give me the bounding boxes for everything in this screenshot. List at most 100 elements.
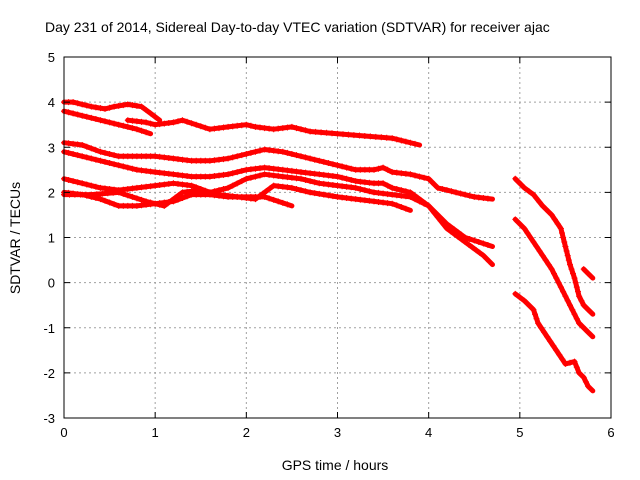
data-point bbox=[259, 190, 266, 197]
data-point bbox=[129, 165, 136, 172]
data-point bbox=[83, 154, 90, 161]
data-point bbox=[288, 174, 295, 181]
data-point bbox=[298, 153, 304, 160]
data-point bbox=[443, 225, 450, 232]
data-point bbox=[533, 195, 540, 202]
data-point bbox=[539, 252, 546, 259]
data-point bbox=[302, 177, 309, 183]
data-point bbox=[267, 185, 273, 192]
data-point bbox=[156, 201, 163, 208]
series-line bbox=[512, 291, 596, 394]
y-tick-label: -3 bbox=[43, 411, 55, 426]
data-point bbox=[111, 201, 118, 208]
data-point bbox=[79, 142, 86, 148]
data-point bbox=[175, 180, 181, 187]
data-point bbox=[238, 152, 245, 159]
data-point bbox=[252, 148, 259, 155]
series-trace-5 bbox=[61, 148, 495, 249]
data-point bbox=[252, 196, 259, 203]
data-point bbox=[293, 152, 300, 159]
data-point bbox=[293, 186, 300, 192]
data-point bbox=[206, 189, 213, 196]
data-point bbox=[220, 192, 227, 199]
series-trace-9 bbox=[512, 175, 596, 317]
data-point bbox=[367, 133, 374, 140]
data-point bbox=[234, 169, 241, 176]
data-point bbox=[156, 169, 163, 176]
data-point bbox=[562, 243, 569, 250]
series-line bbox=[61, 99, 163, 123]
data-point bbox=[65, 149, 72, 156]
data-point bbox=[562, 360, 569, 367]
data-point bbox=[582, 378, 589, 385]
data-point bbox=[124, 164, 131, 171]
data-point bbox=[484, 242, 491, 248]
data-point bbox=[334, 182, 341, 189]
data-point bbox=[88, 182, 95, 189]
data-point bbox=[516, 294, 523, 301]
data-point bbox=[329, 182, 336, 188]
data-point bbox=[147, 120, 154, 127]
data-point bbox=[571, 311, 578, 318]
data-point bbox=[143, 198, 150, 205]
data-point bbox=[384, 166, 391, 173]
x-tick-label: 2 bbox=[243, 425, 250, 440]
data-point bbox=[293, 168, 300, 175]
data-point bbox=[585, 383, 592, 390]
data-point bbox=[320, 180, 327, 187]
data-point bbox=[65, 109, 72, 116]
series-layer bbox=[61, 99, 596, 394]
data-point bbox=[339, 174, 346, 181]
data-point bbox=[545, 261, 552, 268]
data-point bbox=[316, 180, 323, 187]
data-point bbox=[569, 306, 576, 313]
data-point bbox=[515, 178, 522, 185]
data-point bbox=[553, 347, 560, 354]
y-tick-label: -1 bbox=[43, 321, 55, 336]
data-point bbox=[197, 187, 204, 194]
data-point bbox=[184, 182, 191, 188]
data-point bbox=[562, 293, 569, 300]
data-point bbox=[266, 125, 273, 132]
data-point bbox=[102, 158, 108, 165]
data-point bbox=[133, 102, 140, 109]
data-point bbox=[216, 156, 222, 163]
data-point bbox=[133, 184, 140, 191]
data-point bbox=[352, 196, 359, 203]
data-point bbox=[143, 107, 150, 113]
data-point bbox=[571, 358, 578, 365]
data-point bbox=[65, 140, 72, 147]
data-point bbox=[307, 189, 314, 196]
data-point bbox=[99, 190, 106, 197]
data-point bbox=[393, 192, 400, 199]
data-point bbox=[111, 152, 118, 159]
data-point bbox=[175, 171, 181, 178]
data-point bbox=[298, 187, 304, 194]
data-point bbox=[473, 247, 480, 254]
data-point bbox=[97, 196, 104, 203]
data-point bbox=[143, 167, 150, 174]
data-point bbox=[234, 193, 241, 200]
data-point bbox=[238, 167, 245, 174]
data-point bbox=[311, 179, 318, 186]
data-point bbox=[554, 221, 561, 227]
data-point bbox=[407, 193, 414, 200]
data-point bbox=[83, 181, 90, 188]
data-point bbox=[79, 101, 86, 108]
data-point bbox=[576, 369, 583, 376]
data-point bbox=[565, 257, 572, 264]
series-line bbox=[125, 117, 423, 148]
data-point bbox=[573, 364, 580, 371]
data-point bbox=[229, 193, 236, 200]
data-point bbox=[88, 103, 95, 110]
data-point bbox=[407, 139, 414, 146]
data-point bbox=[443, 187, 450, 194]
data-point bbox=[402, 205, 409, 212]
data-point bbox=[279, 166, 286, 173]
data-point bbox=[298, 175, 304, 182]
data-point bbox=[147, 183, 154, 190]
data-point bbox=[238, 178, 245, 185]
data-point bbox=[518, 181, 525, 188]
data-point bbox=[279, 148, 286, 155]
data-point bbox=[454, 233, 461, 240]
